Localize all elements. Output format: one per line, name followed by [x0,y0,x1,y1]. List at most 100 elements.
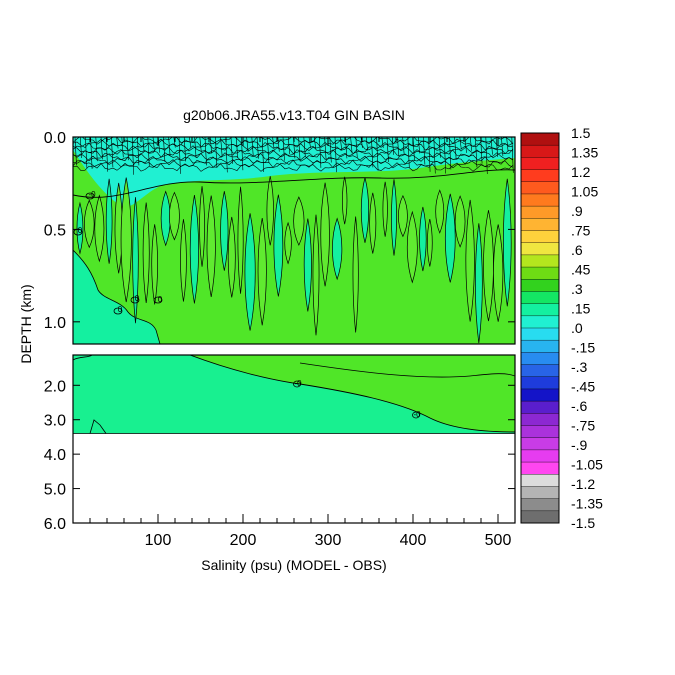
contour-label: 0 [158,295,163,304]
closed-contour [130,296,140,304]
colorbar-swatch [521,193,559,207]
contour-streak [199,186,205,267]
colorbar-swatch [521,352,559,365]
contour-streak [342,176,348,225]
colorbar-swatch [521,145,559,158]
contour-streak [435,189,445,234]
colorbar-label: 1.2 [571,164,591,180]
colorbar-swatch [521,388,559,402]
colorbar-label: -1.2 [571,476,595,492]
upper-panel-field: 0 0 0 -0 0 [73,137,515,344]
upper-panel: 0 0 0 -0 0 0.0 0.5 1.0 [44,130,516,345]
upper-panel-axis: 0.0 0.5 1.0 [44,130,515,332]
contour-streak [369,192,377,254]
surface-contour [73,162,514,172]
y-tick-label: 1.0 [44,315,66,332]
colorbar-label: -.75 [571,418,595,434]
contour-label: 0 [135,294,140,303]
y-tick-label: 6.0 [44,516,66,533]
chart-title: g20b06.JRA55.v13.T04 GIN BASIN [183,107,405,123]
contour-streak [419,206,427,272]
contour-streak [382,181,388,237]
contour-streak [465,199,475,322]
colorbar-swatch [521,279,559,292]
contour-streak [266,176,274,246]
colorbar-label: 1.5 [571,125,591,141]
contour-streak [151,224,158,305]
colorbar-swatch [521,462,559,475]
contour-streak [475,223,483,344]
colorbar-swatch [521,413,559,426]
colorbar-label: .0 [571,320,583,336]
surface-contour [73,152,514,162]
colorbar-swatch [521,449,559,463]
colorbar-swatch [521,437,559,451]
colorbar-label: -.9 [571,437,588,453]
closed-contour [113,307,123,315]
contour-streak [502,178,512,307]
colorbar-swatch [521,401,559,414]
colorbar-label: 1.05 [571,184,598,200]
contour-label: 0 [78,226,83,235]
contour-streak [237,186,244,294]
contour-streak [220,191,229,271]
zero-contour [73,169,515,198]
contour-streak [114,182,123,274]
lower-zero-contour [189,355,515,433]
colorbar-label: -1.35 [571,496,603,512]
colorbar-swatch [521,315,559,329]
colorbar-label: -.6 [571,398,588,414]
colorbar-swatch [521,206,559,219]
contour-streak [427,218,433,267]
colorbar-label: .6 [571,242,583,258]
x-tick-label: 400 [400,532,427,549]
contour-streak [352,216,359,333]
colorbar-swatch [521,133,559,146]
colorbar-label: -.15 [571,340,595,356]
contour-streak [206,195,216,297]
contour-streak [454,195,466,248]
colorbar-swatch [521,291,559,305]
near-zero-region [73,249,161,344]
colorbar-swatch [521,254,559,268]
contour-streak [444,193,456,283]
colorbar-label: -1.05 [571,457,603,473]
y-tick-label: 4.0 [44,447,66,464]
x-tick-label: 200 [230,532,257,549]
y-tick-label: 2.0 [44,378,66,395]
contour-streak [406,210,418,284]
x-tick-label: 500 [485,532,512,549]
colorbar-swatch [521,376,559,390]
contour-label: -0 [88,190,96,199]
contour-streak [189,195,199,304]
closed-contour [293,380,301,388]
x-axis: 100 200 300 400 500 [89,137,516,549]
contour-streak [391,179,397,256]
closed-contour [85,192,95,200]
colorbar-label: .9 [571,203,583,219]
x-tick-label: 100 [145,532,172,549]
colorbar-swatch [521,498,559,512]
contour-streak [76,201,84,255]
contour-streak [132,197,139,324]
contour-streak [257,217,267,326]
y-tick-label: 0.0 [44,130,66,147]
colorbar-swatch [521,242,559,256]
x-tick-label: 300 [315,532,342,549]
colorbar-label: 1.35 [571,145,598,161]
colorbar-swatch [521,340,559,353]
surface-contour-spikes [74,137,514,175]
x-axis-label: Salinity (psu) (MODEL - OBS) [201,557,386,573]
colorbar-swatch [521,425,559,439]
colorbar: 1.5 1.35 1.2 1.05 .9 .75 .6 .45 .3 .15 .0 -.15 -.3 -.… [520,125,603,531]
colorbar-swatch [521,218,559,231]
y-tick-label: 3.0 [44,413,66,430]
lower-positive-region [190,355,515,432]
colorbar-swatch [521,267,559,280]
colorbar-label: -.45 [571,379,595,395]
colorbar-label: .75 [571,223,591,239]
colorbar-label: .45 [571,262,591,278]
contour-streak [293,196,305,246]
colorbar-swatch [521,474,559,487]
contour-streak [273,194,284,297]
